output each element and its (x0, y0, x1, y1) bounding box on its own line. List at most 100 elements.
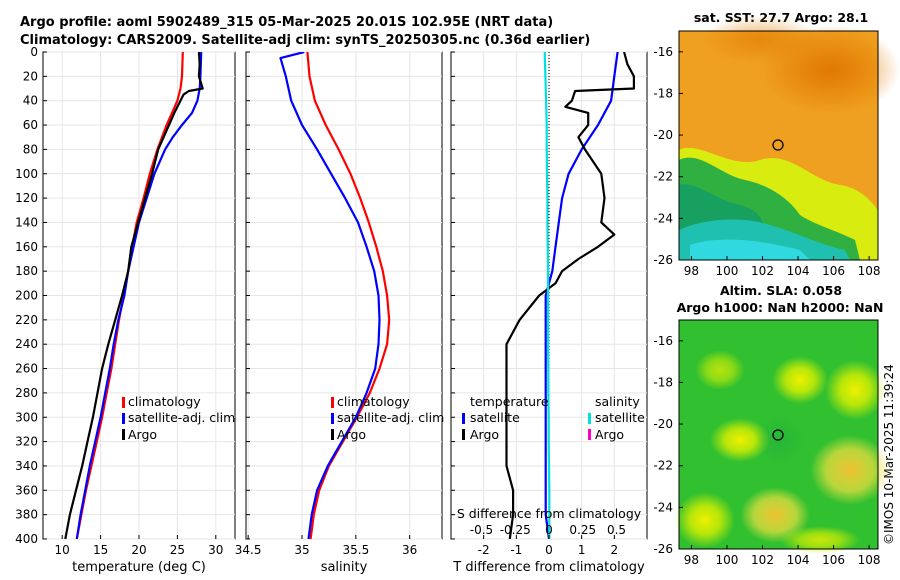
x-tick-label: 36 (402, 543, 417, 557)
top-tick-label: -0.25 (500, 523, 531, 537)
x-tick-label: 10 (55, 543, 70, 557)
y-tick-label: 160 (15, 240, 38, 254)
x-tick-label: 20 (131, 543, 146, 557)
map-axis-labels: 98 100 102 104 106 108 -16 -18 -20 -22 -24 -26 98 100… (653, 45, 880, 567)
series-argo (64, 52, 204, 539)
x-tick-label: 15 (93, 543, 108, 557)
difference-legend: temperature satellite Argo salinity sate… (462, 394, 645, 442)
legend-label-satellite: satellite-adj. clim (337, 410, 444, 425)
legend-swatch-argo (331, 429, 334, 440)
y-tick-label: 300 (15, 410, 38, 424)
map-y-tick-label: -22 (653, 459, 673, 473)
argo-location-marker (772, 429, 784, 441)
legend-swatch-climatology (122, 397, 125, 408)
x-tick-label: -1 (510, 543, 522, 557)
y-tick-label: 120 (15, 191, 38, 205)
x-tick-label: -2 (478, 543, 490, 557)
salinity-grid (246, 51, 442, 540)
x-tick-label: 30 (208, 543, 223, 557)
y-tick-label: 180 (15, 264, 38, 278)
y-tick-label: 0 (30, 45, 38, 59)
map-y-tick-label: -18 (653, 375, 673, 389)
legend-header-salinity: salinity (595, 394, 640, 409)
legend-header-temperature: temperature (470, 394, 549, 409)
map-x-tick-label: 100 (716, 553, 739, 567)
figure-title-line1: Argo profile: aoml 5902489_315 05-Mar-20… (20, 15, 554, 30)
sst-map (678, 15, 900, 261)
legend-swatch-s-satellite (588, 413, 591, 424)
legend-label-satellite: satellite-adj. clim (128, 410, 235, 425)
y-tick-label: 260 (15, 362, 38, 376)
argo-location-marker (772, 139, 784, 151)
x-tick-label: 34.5 (235, 543, 262, 557)
top-tick-label: 0.25 (569, 523, 596, 537)
series-satellite-adj-clim (279, 52, 381, 539)
legend-swatch-argo (122, 429, 125, 440)
series-s-satellite (543, 52, 551, 539)
x-tick-label: 2 (611, 543, 619, 557)
sla-map-title-line2: Argo h1000: NaN h2000: NaN (676, 300, 884, 315)
difference-series (505, 52, 636, 539)
x-tick-label: 35 (294, 543, 309, 557)
map-y-tick-label: -22 (653, 170, 673, 184)
legend-swatch-s-argo (588, 429, 591, 440)
y-tick-label: 80 (23, 142, 38, 156)
salinity-series (279, 52, 391, 539)
map-y-tick-label: -26 (653, 253, 673, 267)
y-tick-label: 400 (15, 532, 38, 546)
legend-swatch-climatology (331, 397, 334, 408)
map-y-tick-label: -16 (653, 45, 673, 59)
axis-ticks: 10 15 20 25 30 34.5 35 35.5 36 -2 -1 0 1 202040608010… (15, 45, 626, 557)
map-x-tick-label: 106 (822, 553, 845, 567)
sla-map (675, 319, 890, 554)
y-tick-label: 140 (15, 215, 38, 229)
map-y-tick-label: -16 (653, 334, 673, 348)
x-tick-label: 0 (545, 543, 553, 557)
map-x-tick-label: 100 (716, 264, 739, 278)
map-y-tick-label: -24 (653, 500, 673, 514)
legend-label-t-satellite: satellite (470, 410, 520, 425)
map-x-tick-label: 102 (751, 264, 774, 278)
legend-label-argo: Argo (337, 427, 366, 442)
salinity-legend: climatology satellite-adj. clim Argo (331, 394, 444, 442)
difference-xlabel: T difference from climatology (452, 560, 645, 575)
map-x-tick-label: 108 (858, 264, 881, 278)
y-tick-label: 340 (15, 459, 38, 473)
map-x-tick-label: 98 (684, 264, 699, 278)
legend-swatch-satellite (122, 413, 125, 424)
y-tick-label: 20 (23, 69, 38, 83)
map-x-tick-label: 106 (822, 264, 845, 278)
y-tick-label: 100 (15, 167, 38, 181)
series-satellite-adj-clim (75, 52, 203, 539)
x-tick-label: 35.5 (342, 543, 369, 557)
map-y-tick-label: -20 (653, 417, 673, 431)
map-x-tick-label: 104 (787, 264, 810, 278)
y-tick-label: 360 (15, 483, 38, 497)
map-x-tick-label: 102 (751, 553, 774, 567)
figure-title-line2: Climatology: CARS2009. Satellite-adj cli… (20, 33, 591, 48)
temperature-xlabel: temperature (deg C) (72, 560, 206, 575)
top-tick-label: 0 (545, 523, 553, 537)
y-tick-label: 200 (15, 289, 38, 303)
sla-map-title-line1: Altim. SLA: 0.058 (719, 283, 843, 298)
top-tick-label: -0.5 (470, 523, 493, 537)
legend-label-s-argo: Argo (595, 427, 624, 442)
legend-swatch-satellite (331, 413, 334, 424)
map-x-tick-label: 108 (858, 553, 881, 567)
legend-label-t-argo: Argo (470, 427, 499, 442)
series-t-argo (505, 52, 636, 539)
legend-label-argo: Argo (128, 427, 157, 442)
legend-swatch-t-satellite (462, 413, 465, 424)
legend-label-s-satellite: satellite (595, 410, 645, 425)
legend-swatch-t-argo (462, 429, 465, 440)
map-x-tick-label: 104 (787, 553, 810, 567)
difference-top-label: S difference from climatology (457, 506, 642, 521)
legend-label-climatology: climatology (337, 394, 410, 409)
temperature-series (64, 52, 204, 539)
x-tick-label: 1 (578, 543, 586, 557)
x-tick-label: 25 (170, 543, 185, 557)
temperature-legend: climatology satellite-adj. clim Argo (122, 394, 235, 442)
temperature-grid (43, 51, 235, 540)
y-tick-label: 380 (15, 508, 38, 522)
